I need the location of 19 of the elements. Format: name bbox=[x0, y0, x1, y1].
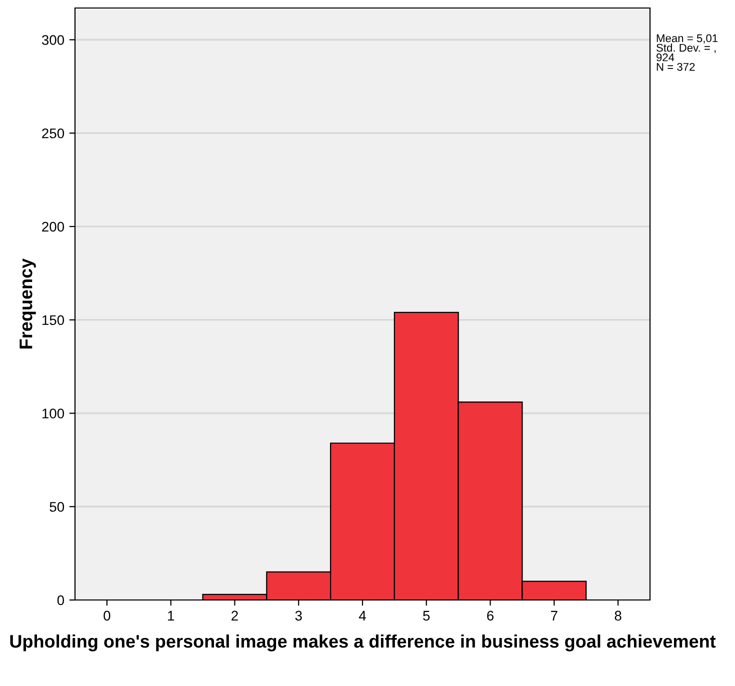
y-tick-label: 0 bbox=[57, 595, 64, 606]
y-tick-label: 150 bbox=[42, 315, 64, 326]
x-tick-label: 8 bbox=[614, 610, 622, 621]
x-tick-label: 2 bbox=[232, 610, 238, 620]
x-axis-title: Upholding one's personal image makes a difference in business goal achievement bbox=[10, 634, 716, 652]
text: Mean = 5,01 Std. Dev. = , 924 N = 372 bbox=[656, 34, 718, 71]
x-tick-label: 5 bbox=[423, 610, 430, 621]
y-tick-label: 250 bbox=[42, 128, 64, 138]
x-tick-label: 4 bbox=[358, 610, 366, 620]
y-tick-label: 200 bbox=[42, 222, 64, 232]
y-axis-title: Frequency bbox=[20, 258, 36, 348]
x-tick-label: 3 bbox=[295, 610, 302, 621]
x-tick-label: 6 bbox=[487, 610, 494, 621]
x-tick-label: 7 bbox=[551, 610, 558, 620]
x-tick-label: 0 bbox=[104, 610, 110, 621]
y-tick-label: 100 bbox=[42, 408, 64, 418]
x-tick-label: 1 bbox=[168, 610, 174, 620]
y-tick-label: 50 bbox=[50, 502, 64, 512]
y-tick-label: 300 bbox=[42, 35, 64, 45]
